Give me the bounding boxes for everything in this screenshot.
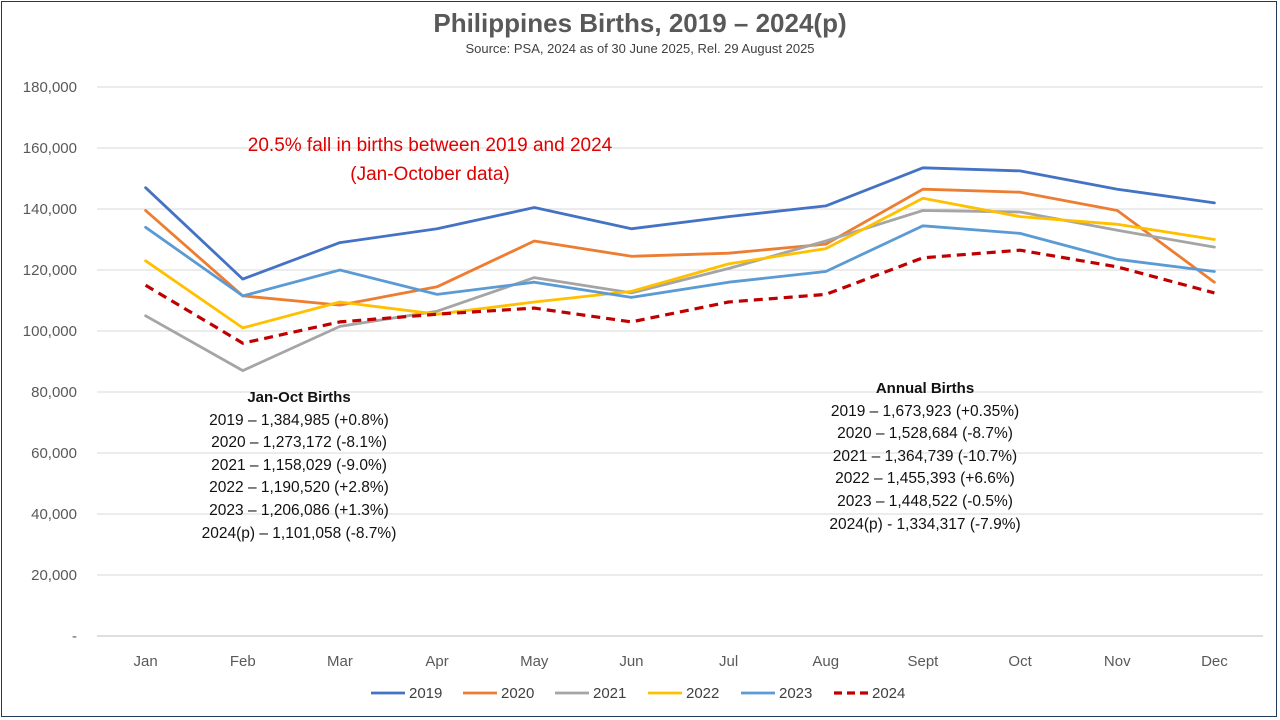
headline-line-1: 20.5% fall in births between 2019 and 20… <box>247 135 613 156</box>
jan-oct-line: 2024(p) – 1,101,058 (-8.7%) <box>201 524 397 542</box>
jan-oct-line: 2022 – 1,190,520 (+2.8%) <box>209 479 389 497</box>
x-tick-label: Apr <box>425 653 448 670</box>
annual-line: 2024(p) - 1,334,317 (-7.9%) <box>829 515 1021 533</box>
y-tick-label: 40,000 <box>31 506 77 523</box>
y-axis: - 20,000 40,000 60,000 80,000 100,000 120,000 1… <box>23 79 77 645</box>
legend-label-2021: 2021 <box>593 685 626 702</box>
jan-oct-line: 2023 – 1,206,086 (+1.3%) <box>209 501 389 519</box>
headline-line-2: (Jan-October data) <box>350 164 510 185</box>
annual-births-box: Annual Births 2019 – 1,673,923 (+0.35%) … <box>800 378 1050 536</box>
y-tick-label: 100,000 <box>23 323 77 340</box>
annual-line: 2019 – 1,673,923 (+0.35%) <box>830 402 1020 420</box>
chart-subtitle: Source: PSA, 2024 as of 30 June 2025, Re… <box>465 41 815 56</box>
legend-label-2024: 2024 <box>872 685 905 702</box>
headline-annotation: 20.5% fall in births between 2019 and 20… <box>200 131 660 189</box>
x-tick-label: Dec <box>1201 653 1228 670</box>
x-tick-label: Mar <box>327 653 353 670</box>
series-line-2024 <box>144 248 1215 345</box>
series-line-2022 <box>144 196 1216 330</box>
y-tick-label: 140,000 <box>23 201 77 218</box>
jan-oct-line: 2021 – 1,158,029 (-9.0%) <box>211 456 387 474</box>
legend-label-2023: 2023 <box>779 685 812 702</box>
annual-line: 2021 – 1,364,739 (-10.7%) <box>832 447 1018 465</box>
x-tick-label: Oct <box>1008 653 1032 670</box>
legend-label-2020: 2020 <box>501 685 534 702</box>
jan-oct-line: 2020 – 1,273,172 (-8.1%) <box>211 434 387 452</box>
x-tick-label: Jun <box>619 653 643 670</box>
jan-oct-line: 2019 – 1,384,985 (+0.8%) <box>209 411 389 429</box>
legend: 2019 2020 2021 2022 2023 2024 <box>371 685 905 702</box>
x-tick-label: Jul <box>719 653 738 670</box>
jan-oct-births-title: Jan-Oct Births <box>247 389 351 406</box>
series-lines <box>144 166 1216 373</box>
legend-label-2019: 2019 <box>409 685 442 702</box>
series-line-2020 <box>144 187 1216 307</box>
x-tick-label: Jan <box>133 653 157 670</box>
x-axis: Jan Feb Mar Apr May Jun Jul Aug Sept Oct Nov Dec <box>133 653 1228 670</box>
annual-births-title: Annual Births <box>875 380 975 397</box>
series-line-2019 <box>144 166 1216 281</box>
series-line-2021 <box>144 209 1216 373</box>
chart-title: Philippines Births, 2019 – 2024(p) <box>433 8 847 38</box>
annual-line: 2022 – 1,455,393 (+6.6%) <box>835 470 1015 488</box>
x-tick-label: Sept <box>907 653 939 670</box>
x-tick-label: Feb <box>230 653 256 670</box>
y-tick-label: 60,000 <box>31 445 77 462</box>
y-tick-label: 20,000 <box>31 567 77 584</box>
x-tick-label: Nov <box>1104 653 1131 670</box>
y-tick-label: 80,000 <box>31 384 77 401</box>
y-tick-label: 180,000 <box>23 79 77 96</box>
series-line-2023 <box>144 224 1216 299</box>
legend-label-2022: 2022 <box>686 685 719 702</box>
annual-line: 2020 – 1,528,684 (-8.7%) <box>837 425 1013 443</box>
jan-oct-births-box: Jan-Oct Births 2019 – 1,384,985 (+0.8%) … <box>168 387 430 545</box>
y-tick-label: 160,000 <box>23 140 77 157</box>
x-tick-label: May <box>520 653 549 670</box>
y-tick-label: 120,000 <box>23 262 77 279</box>
gridlines <box>97 86 1263 637</box>
y-tick-label: - <box>72 628 77 645</box>
annual-line: 2023 – 1,448,522 (-0.5%) <box>837 492 1013 510</box>
x-tick-label: Aug <box>812 653 839 670</box>
